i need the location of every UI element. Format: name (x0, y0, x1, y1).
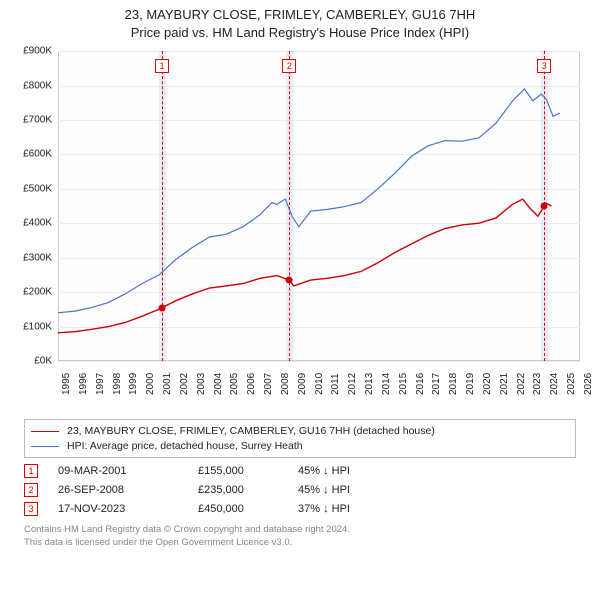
x-axis-tick: 2002 (179, 373, 190, 395)
legend-swatch (31, 431, 59, 432)
x-axis-tick: 2023 (532, 373, 543, 395)
event-row: 2 26-SEP-2008£235,00045% ↓ HPI (24, 483, 576, 497)
x-axis-tick: 2016 (415, 373, 426, 395)
x-axis-tick: 2019 (465, 373, 476, 395)
x-axis-tick: 1999 (128, 373, 139, 395)
x-axis-tick: 2008 (280, 373, 291, 395)
x-axis-tick: 2000 (145, 373, 156, 395)
x-axis-tick: 2001 (162, 373, 173, 395)
event-number: 2 (24, 483, 38, 497)
legend-row: HPI: Average price, detached house, Surr… (31, 439, 569, 454)
event-date: 17-NOV-2023 (58, 503, 198, 515)
x-axis-tick: 1995 (61, 373, 72, 395)
event-pct: 45% ↓ HPI (298, 484, 378, 496)
event-price: £155,000 (198, 465, 298, 477)
x-axis-tick: 1996 (78, 373, 89, 395)
x-axis-tick: 2026 (583, 373, 594, 395)
event-date: 09-MAR-2001 (58, 465, 198, 477)
x-axis-tick: 2018 (448, 373, 459, 395)
legend-label: 23, MAYBURY CLOSE, FRIMLEY, CAMBERLEY, G… (67, 424, 435, 439)
legend-swatch (31, 446, 59, 447)
x-axis-tick: 2010 (314, 373, 325, 395)
attribution-footer: Contains HM Land Registry data © Crown c… (24, 524, 576, 550)
x-axis-tick: 2005 (229, 373, 240, 395)
x-axis-tick: 2003 (196, 373, 207, 395)
event-number: 3 (24, 502, 38, 516)
legend-row: 23, MAYBURY CLOSE, FRIMLEY, CAMBERLEY, G… (31, 424, 569, 439)
series-hpi (58, 89, 560, 313)
x-axis-tick: 2022 (516, 373, 527, 395)
x-axis-tick: 2021 (499, 373, 510, 395)
title-address: 23, MAYBURY CLOSE, FRIMLEY, CAMBERLEY, G… (10, 6, 590, 24)
event-pct: 45% ↓ HPI (298, 465, 378, 477)
x-axis-tick: 2025 (566, 373, 577, 395)
title-block: 23, MAYBURY CLOSE, FRIMLEY, CAMBERLEY, G… (0, 0, 600, 45)
x-axis-tick: 1998 (112, 373, 123, 395)
legend-label: HPI: Average price, detached house, Surr… (67, 439, 303, 454)
footer-line2: This data is licensed under the Open Gov… (24, 537, 576, 550)
x-axis-tick: 2004 (213, 373, 224, 395)
sale-dot (286, 277, 293, 284)
title-subtitle: Price paid vs. HM Land Registry's House … (10, 24, 590, 42)
x-axis-tick: 2015 (398, 373, 409, 395)
sale-events: 1 09-MAR-2001£155,00045% ↓ HPI 2 26-SEP-200… (24, 464, 576, 516)
x-axis-tick: 2009 (297, 373, 308, 395)
event-pct: 37% ↓ HPI (298, 503, 378, 515)
x-axis-tick: 2012 (347, 373, 358, 395)
series-svg (10, 45, 590, 371)
chart-plot-area: £0K£100K£200K£300K£400K£500K£600K£700K£8… (10, 45, 590, 415)
x-axis-tick: 2007 (263, 373, 274, 395)
event-number: 1 (24, 464, 38, 478)
sale-dot (159, 304, 166, 311)
x-axis-tick: 2020 (482, 373, 493, 395)
x-axis-tick: 2017 (431, 373, 442, 395)
event-date: 26-SEP-2008 (58, 484, 198, 496)
sale-dot (541, 203, 548, 210)
x-axis-tick: 2024 (549, 373, 560, 395)
x-axis-tick: 2006 (246, 373, 257, 395)
event-price: £235,000 (198, 484, 298, 496)
x-axis-tick: 2013 (364, 373, 375, 395)
footer-line1: Contains HM Land Registry data © Crown c… (24, 524, 576, 537)
x-axis-tick: 2011 (330, 374, 341, 396)
event-row: 3 17-NOV-2023£450,00037% ↓ HPI (24, 502, 576, 516)
x-axis-tick: 1997 (95, 373, 106, 395)
chart-container: 23, MAYBURY CLOSE, FRIMLEY, CAMBERLEY, G… (0, 0, 600, 590)
x-axis-tick: 2014 (381, 373, 392, 395)
event-price: £450,000 (198, 503, 298, 515)
event-row: 1 09-MAR-2001£155,00045% ↓ HPI (24, 464, 576, 478)
legend: 23, MAYBURY CLOSE, FRIMLEY, CAMBERLEY, G… (24, 419, 576, 458)
